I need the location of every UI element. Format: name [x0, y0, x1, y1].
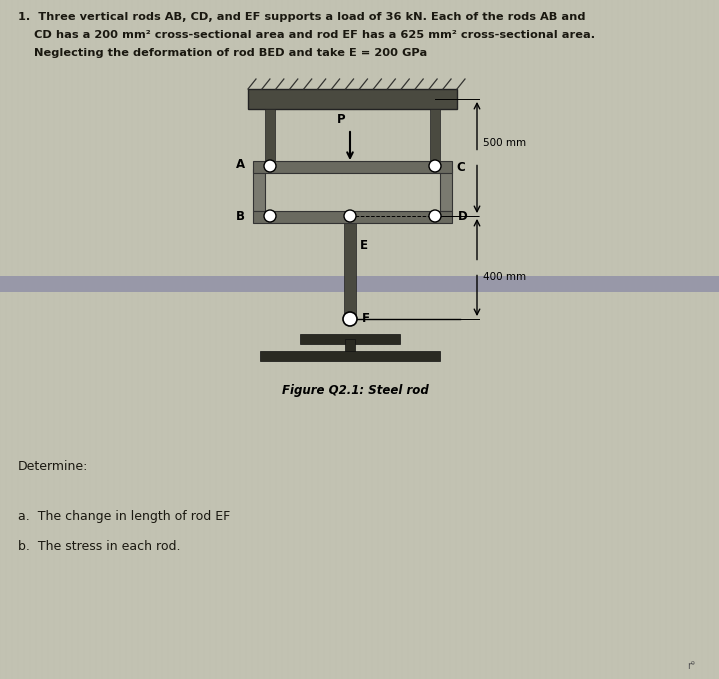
Bar: [248, 89, 457, 109]
Bar: [430, 109, 440, 169]
Text: 400 mm: 400 mm: [483, 272, 526, 282]
Text: CD has a 200 mm² cross-sectional area and rod EF has a 625 mm² cross-sectional a: CD has a 200 mm² cross-sectional area an…: [18, 30, 595, 40]
Text: A: A: [236, 158, 245, 172]
Bar: [253, 169, 265, 211]
Bar: [253, 211, 452, 223]
Bar: [265, 109, 275, 169]
Text: D: D: [458, 210, 468, 223]
Text: C: C: [456, 161, 464, 174]
Circle shape: [344, 210, 356, 222]
Text: Neglecting the deformation of rod BED and take E = 200 GPa: Neglecting the deformation of rod BED an…: [18, 48, 427, 58]
Text: B: B: [236, 210, 245, 223]
Text: a.  The change in length of rod EF: a. The change in length of rod EF: [18, 510, 230, 523]
Bar: [300, 334, 400, 344]
Circle shape: [429, 210, 441, 222]
Circle shape: [264, 160, 276, 172]
Text: 500 mm: 500 mm: [483, 138, 526, 147]
Text: F: F: [362, 312, 370, 325]
Bar: [260, 351, 440, 361]
Text: 1.  Three vertical rods AB, CD, and EF supports a load of 36 kN. Each of the rod: 1. Three vertical rods AB, CD, and EF su…: [18, 12, 585, 22]
Circle shape: [429, 160, 441, 172]
Bar: [253, 161, 452, 173]
Text: Determine:: Determine:: [18, 460, 88, 473]
Text: E: E: [360, 239, 368, 252]
Circle shape: [343, 312, 357, 326]
Text: b.  The stress in each rod.: b. The stress in each rod.: [18, 540, 180, 553]
Circle shape: [264, 210, 276, 222]
Text: r⁹: r⁹: [687, 661, 695, 671]
Text: Figure Q2.1: Steel rod: Figure Q2.1: Steel rod: [282, 384, 429, 397]
Bar: [344, 219, 356, 319]
Text: P: P: [336, 113, 345, 126]
Bar: [0, 276, 719, 292]
Bar: [345, 339, 355, 353]
Bar: [440, 169, 452, 211]
